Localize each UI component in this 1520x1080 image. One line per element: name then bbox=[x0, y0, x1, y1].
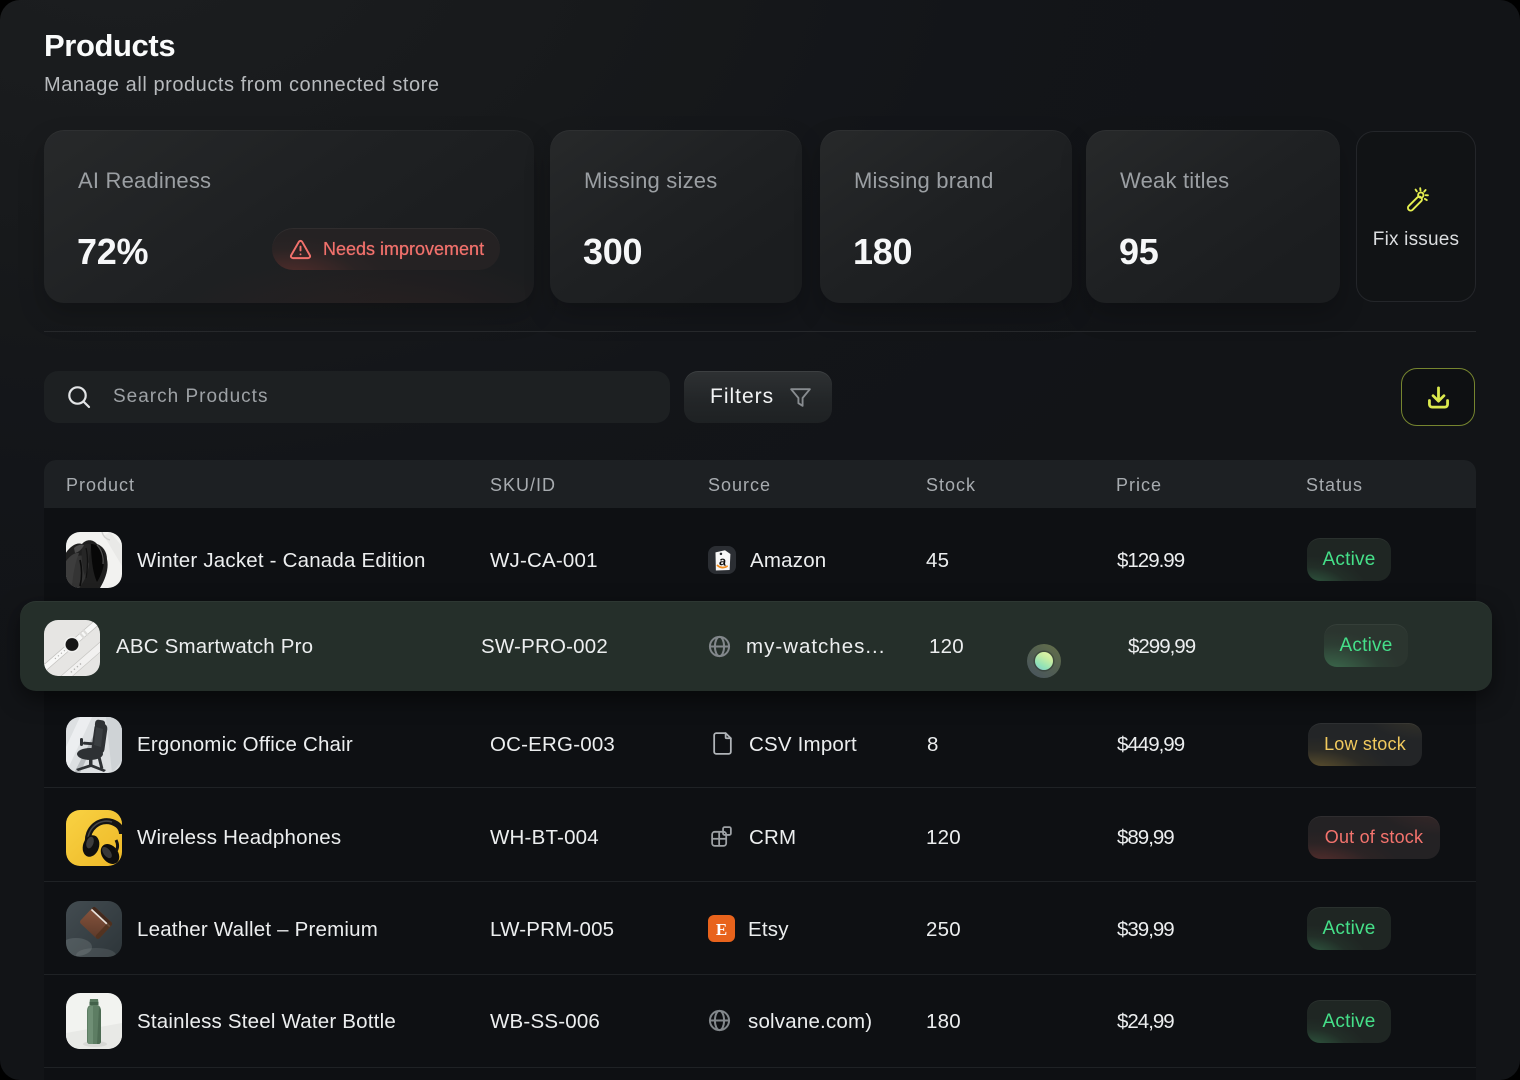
svg-text:E: E bbox=[716, 920, 727, 939]
svg-text:a: a bbox=[718, 554, 728, 569]
